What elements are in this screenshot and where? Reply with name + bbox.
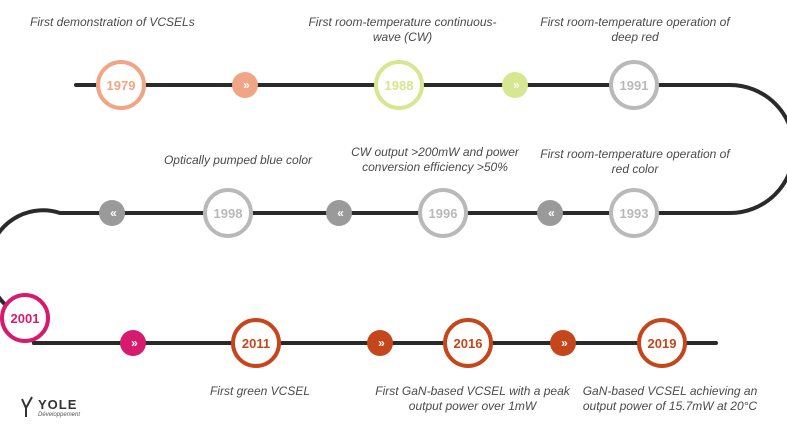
label-1979: First demonstration of VCSELs — [30, 15, 195, 29]
year-text-2001: 2001 — [10, 310, 40, 326]
year-text-2016: 2016 — [453, 335, 483, 351]
logo-brand: YOLE — [38, 397, 78, 412]
label-1996: CW output >200mW and power conversion ef… — [351, 145, 519, 174]
label-2011: First green VCSEL — [209, 384, 311, 398]
year-text-2011: 2011 — [241, 335, 271, 351]
year-circle-2019: 2019 — [637, 318, 687, 368]
label-2016: First GaN-based VCSEL with a peak output… — [375, 384, 570, 413]
yole-logo: YOLE Développement — [20, 395, 80, 419]
arrow-right-icon: » — [367, 330, 393, 356]
year-text-1979: 1979 — [106, 77, 136, 93]
logo-subtitle: Développement — [38, 412, 81, 418]
arrow-right-icon: » — [120, 330, 146, 356]
year-circle-1979: 1979 — [96, 60, 146, 110]
year-circle-1988: 1988 — [374, 60, 424, 110]
year-circle-1996: 1996 — [418, 188, 468, 238]
year-text-1998: 1998 — [213, 205, 243, 221]
year-circle-1993: 1993 — [609, 188, 659, 238]
year-circle-2016: 2016 — [443, 318, 493, 368]
year-circle-2001: 2001 — [0, 293, 50, 343]
year-circle-1998: 1998 — [203, 188, 253, 238]
arrow-left-icon: « — [99, 200, 125, 226]
year-text-1991: 1991 — [619, 77, 649, 93]
year-text-1993: 1993 — [619, 205, 649, 221]
year-text-1996: 1996 — [428, 205, 458, 221]
label-1993: First room-temperature operation of red … — [540, 147, 730, 176]
arrow-right-icon: » — [232, 72, 258, 98]
yole-logo-mark-icon — [20, 395, 34, 419]
label-1991: First room-temperature operation of deep… — [540, 15, 730, 44]
year-text-1988: 1988 — [384, 77, 414, 93]
label-1988: First room-temperature continuous- wave … — [308, 15, 497, 44]
year-text-2019: 2019 — [647, 335, 677, 351]
year-circle-1991: 1991 — [609, 60, 659, 110]
arrow-right-icon: » — [550, 330, 576, 356]
arrow-right-icon: » — [502, 72, 528, 98]
arrow-left-icon: « — [537, 200, 563, 226]
label-1998: Optically pumped blue color — [163, 153, 313, 167]
arrow-left-icon: « — [326, 200, 352, 226]
year-circle-2011: 2011 — [231, 318, 281, 368]
label-2019: GaN-based VCSEL achieving an output powe… — [582, 384, 758, 413]
